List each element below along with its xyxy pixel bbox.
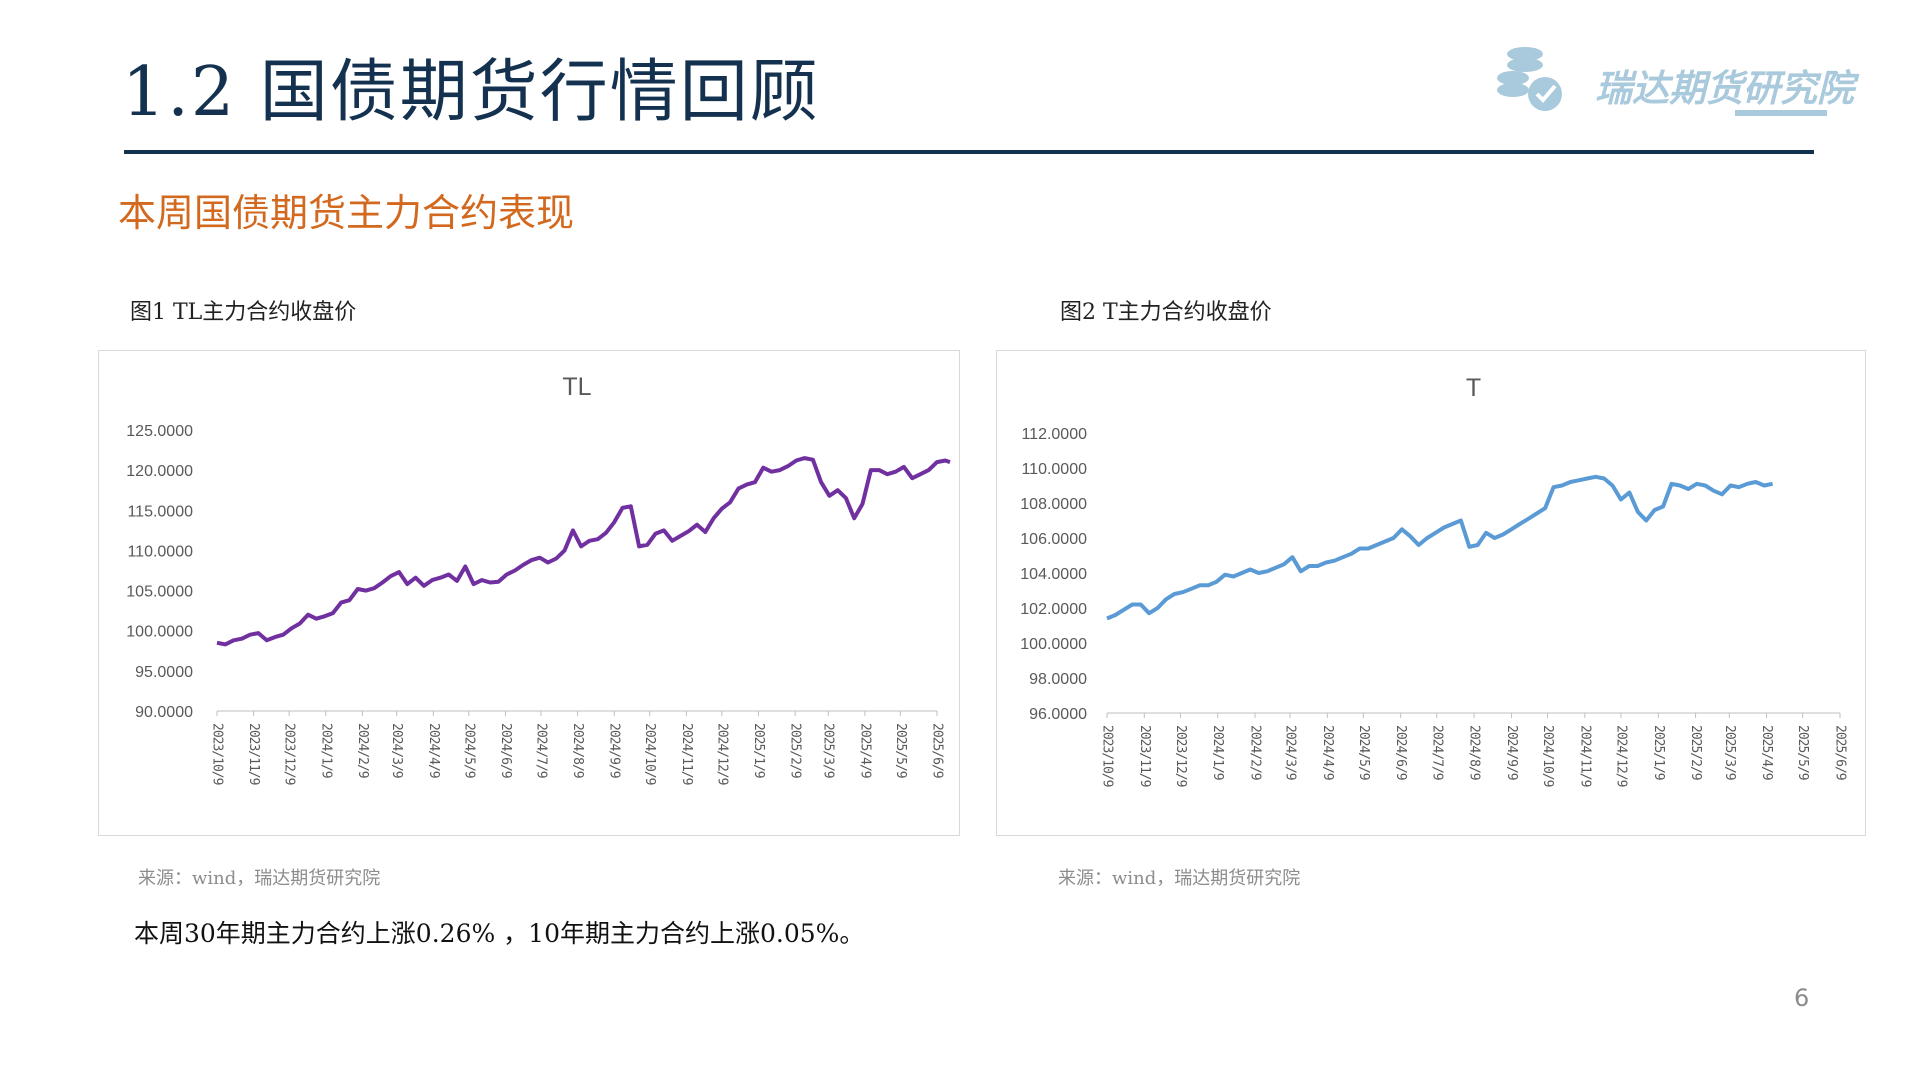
chart1-x-tick-label: 2024/12/9 [714,723,729,785]
chart1-x-tick-label: 2024/9/9 [607,723,622,778]
chart1-x-tick-label: 2024/4/9 [426,723,441,778]
chart2-y-tick-label: 96.0000 [1029,706,1087,723]
chart2-y-tick-label: 102.0000 [1020,601,1087,618]
chart1-x-tick-label: 2024/3/9 [389,723,404,778]
chart2-x-tick-label: 2024/6/9 [1393,725,1408,780]
chart2-y-tick-label: 98.0000 [1029,671,1087,688]
tl-chart: TL 125.0000 120.0000 115.0000 110.0000 105.00… [126,373,951,785]
chart2-x-tick-label: 2024/11/9 [1577,725,1592,787]
chart2-x-tick-label: 2024/3/9 [1282,725,1297,780]
chart1-x-tick-label: 2024/1/9 [318,723,333,778]
chart2-x-tick-label: 2023/12/9 [1173,725,1188,787]
chart1-x-tick-label: 2025/5/9 [893,723,908,778]
chart1-x-tick-label: 2024/10/9 [642,723,657,785]
figure2-caption: 图2 T主力合约收盘价 [1060,300,1272,325]
chart2-y-tick-label: 104.0000 [1020,566,1087,583]
chart2-x-tick-label: 2025/1/9 [1651,725,1666,780]
title-divider [124,150,1814,154]
tl-chart-panel: TL 125.0000 120.0000 115.0000 110.0000 105.00… [98,350,960,836]
chart1-x-tick-label: 2025/1/9 [751,723,766,778]
chart2-x-tick-label: 2025/3/9 [1722,725,1737,780]
chart2-x-tick-label: 2024/2/9 [1248,725,1263,780]
chart2-y-tick-label: 108.0000 [1020,496,1087,513]
chart1-y-tick-label: 120.0000 [126,463,193,480]
coin-stack-icon [1497,47,1562,111]
chart1-x-tick-label: 2025/2/9 [788,723,803,778]
chart1-x-tick-label: 2025/4/9 [857,723,872,778]
chart1-y-tick-label: 110.0000 [127,543,193,560]
company-logo: 瑞达期货研究院 [1495,36,1854,124]
chart2-x-tick-label: 2025/2/9 [1688,725,1703,780]
chart1-y-tick-label: 105.0000 [126,584,193,601]
logo-text: 瑞达期货研究院 [1595,67,1854,110]
chart2-x-tick-label: 2024/4/9 [1320,725,1335,780]
chart1-x-tick-label: 2024/5/9 [461,723,476,778]
t-chart-panel: T 112.0000 110.0000 108.0000 106.0000 104.000… [996,350,1866,836]
chart2-x-tick-label: 2024/1/9 [1210,725,1225,780]
chart2-x-tick-label: 2024/5/9 [1356,725,1371,780]
chart1-y-tick-label: 100.0000 [126,624,193,641]
chart2-x-tick-label: 2025/5/9 [1795,725,1810,780]
chart2-x-tick-label: 2024/8/9 [1467,725,1482,780]
chart1-x-tick-label: 2024/6/9 [498,723,513,778]
chart2-series-line [1106,474,1773,621]
chart2-x-tick-label: 2024/9/9 [1504,725,1519,780]
chart1-y-tick-label: 90.0000 [135,704,193,721]
figure2-source: 来源：wind，瑞达期货研究院 [1058,868,1301,889]
chart1-x-tick-label: 2025/3/9 [821,723,836,778]
chart2-x-tick-label: 2025/4/9 [1759,725,1774,780]
chart1-series-line [216,456,951,647]
chart2-y-tick-label: 110.0000 [1021,461,1087,478]
logo-underline [1735,110,1827,116]
chart2-x-tick-label: 2024/7/9 [1429,725,1444,780]
chart2-y-tick-label: 106.0000 [1020,531,1087,548]
chart1-x-tick-label: 2024/11/9 [679,723,694,785]
weekly-summary: 本周30年期主力合约上涨0.26% ，10年期主力合约上涨0.05%。 [134,919,865,948]
chart1-x-tick-label: 2023/12/9 [282,723,297,785]
section-subtitle: 本周国债期货主力合约表现 [118,191,575,235]
chart1-x-tick-label: 2025/6/9 [930,723,945,778]
page-number: 6 [1794,984,1810,1012]
chart2-x-tick-label: 2025/6/9 [1833,725,1848,780]
t-chart: T 112.0000 110.0000 108.0000 106.0000 104.000… [1020,374,1848,787]
chart1-x-tick-label: 2024/8/9 [570,723,585,778]
figure1-caption: 图1 TL主力合约收盘价 [130,300,357,325]
chart1-x-tick-label: 2023/10/9 [210,723,225,785]
chart1-y-tick-label: 125.0000 [126,423,193,440]
chart2-y-tick-label: 112.0000 [1021,426,1087,443]
chart1-title: TL [562,373,591,401]
chart2-x-tick-label: 2024/12/9 [1613,725,1628,787]
chart2-title: T [1466,374,1481,402]
figure1-source: 来源：wind，瑞达期货研究院 [138,868,381,889]
chart2-x-tick-label: 2023/11/9 [1137,725,1152,787]
chart1-x-tick-label: 2024/7/9 [533,723,548,778]
chart2-x-tick-label: 2024/10/9 [1540,725,1555,787]
chart1-x-tick-label: 2024/2/9 [355,723,370,778]
chart2-y-tick-label: 100.0000 [1020,636,1087,653]
chart1-x-tick-label: 2023/11/9 [246,723,261,785]
chart1-y-tick-label: 115.0000 [127,503,193,520]
page-title: 1.2 国债期货行情回顾 [122,53,820,132]
chart1-y-tick-label: 95.0000 [135,664,193,681]
chart2-x-tick-label: 2023/10/9 [1100,725,1115,787]
